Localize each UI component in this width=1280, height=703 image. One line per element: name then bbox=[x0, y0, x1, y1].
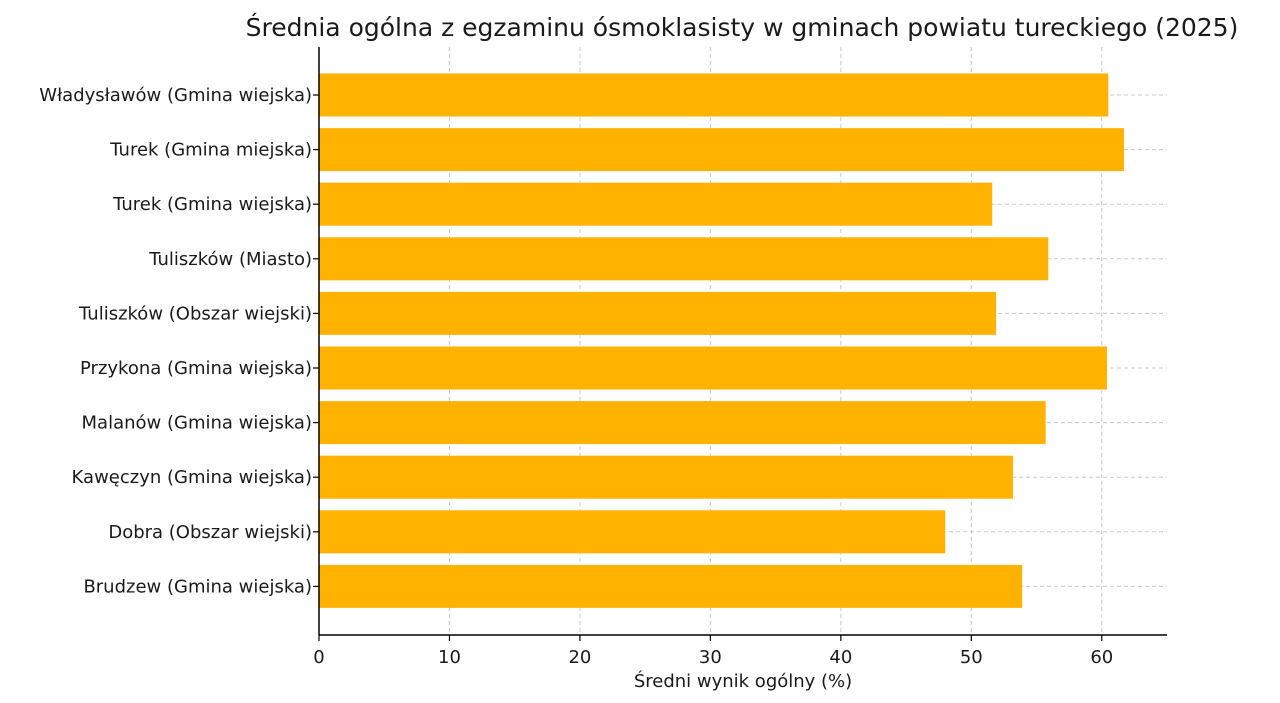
x-ticks: 0 10 20 30 40 50 60 bbox=[313, 635, 1113, 668]
x-tick-label: 60 bbox=[1090, 647, 1113, 668]
x-tick-label: 20 bbox=[568, 647, 591, 668]
chart-title: Średnia ogólna z egzaminu ósmoklasisty w… bbox=[246, 12, 1239, 42]
x-tick-label: 40 bbox=[829, 647, 852, 668]
bar bbox=[319, 237, 1049, 281]
bar bbox=[319, 455, 1014, 499]
x-tick-label: 10 bbox=[438, 647, 461, 668]
category-label: Turek (Gmina wiejska) bbox=[112, 194, 312, 215]
category-label: Tuliszków (Obszar wiejski) bbox=[78, 303, 312, 324]
x-tick-label: 30 bbox=[699, 647, 722, 668]
x-axis-label: Średni wynik ogólny (%) bbox=[634, 670, 852, 692]
category-label: Dobra (Obszar wiejski) bbox=[108, 522, 312, 543]
category-label: Turek (Gmina miejska) bbox=[109, 140, 312, 161]
bar bbox=[319, 291, 997, 335]
bar bbox=[319, 182, 993, 226]
bars bbox=[319, 73, 1124, 608]
axes bbox=[318, 47, 1167, 636]
bar bbox=[319, 73, 1109, 117]
category-label: Brudzew (Gmina wiejska) bbox=[83, 576, 312, 597]
bar bbox=[319, 401, 1046, 445]
category-label: Malanów (Gmina wiejska) bbox=[82, 413, 312, 434]
category-label: Władysławów (Gmina wiejska) bbox=[39, 85, 312, 106]
category-labels: Władysławów (Gmina wiejska) Turek (Gmina … bbox=[39, 85, 319, 597]
bar bbox=[319, 510, 946, 554]
category-label: Przykona (Gmina wiejska) bbox=[80, 358, 312, 379]
bar bbox=[319, 128, 1124, 172]
x-tick-label: 50 bbox=[960, 647, 983, 668]
bar bbox=[319, 346, 1107, 390]
category-label: Kawęczyn (Gmina wiejska) bbox=[72, 467, 312, 488]
bar bbox=[319, 564, 1023, 608]
category-label: Tuliszków (Miasto) bbox=[148, 249, 312, 270]
x-tick-label: 0 bbox=[313, 647, 324, 668]
